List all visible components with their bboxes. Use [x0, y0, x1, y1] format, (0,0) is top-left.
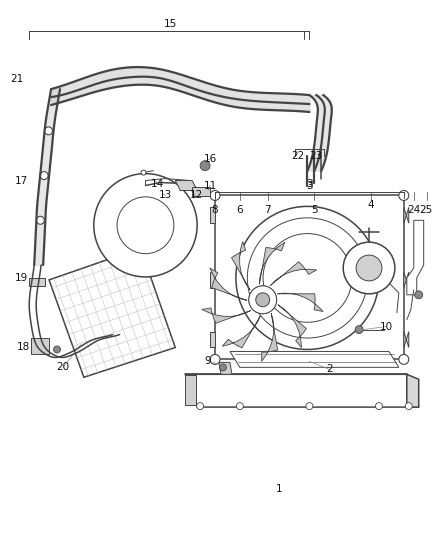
Text: 11: 11 — [203, 181, 217, 190]
Polygon shape — [210, 332, 215, 348]
Polygon shape — [404, 207, 409, 223]
Text: 4: 4 — [368, 200, 374, 211]
Circle shape — [210, 354, 220, 365]
Circle shape — [405, 402, 412, 409]
Polygon shape — [210, 272, 215, 288]
Text: 19: 19 — [14, 273, 28, 283]
Polygon shape — [407, 220, 424, 295]
Polygon shape — [185, 375, 196, 405]
Circle shape — [375, 402, 382, 409]
Polygon shape — [29, 278, 45, 286]
Circle shape — [200, 160, 210, 171]
Text: 17: 17 — [14, 175, 28, 185]
Circle shape — [399, 190, 409, 200]
Circle shape — [45, 127, 53, 135]
Circle shape — [94, 174, 197, 277]
Circle shape — [53, 346, 60, 353]
Polygon shape — [407, 374, 419, 407]
Text: 1: 1 — [276, 483, 283, 494]
Circle shape — [415, 291, 423, 299]
Circle shape — [117, 197, 174, 254]
Circle shape — [306, 402, 313, 409]
Text: 13: 13 — [159, 190, 172, 200]
Circle shape — [249, 286, 277, 314]
Text: 15: 15 — [164, 19, 177, 29]
Text: 12: 12 — [190, 190, 203, 200]
Circle shape — [36, 216, 44, 224]
Text: 2: 2 — [326, 365, 332, 374]
Polygon shape — [232, 241, 250, 290]
Polygon shape — [202, 308, 251, 323]
Text: 25: 25 — [419, 205, 432, 215]
Text: 20: 20 — [57, 362, 70, 373]
Circle shape — [355, 326, 363, 334]
Text: 22: 22 — [291, 151, 304, 161]
Text: 23: 23 — [309, 151, 322, 161]
Circle shape — [343, 242, 395, 294]
Text: 16: 16 — [203, 154, 217, 164]
Polygon shape — [192, 187, 210, 197]
Polygon shape — [223, 316, 261, 348]
Polygon shape — [49, 248, 175, 377]
Polygon shape — [31, 337, 49, 354]
Circle shape — [237, 402, 244, 409]
Polygon shape — [270, 262, 317, 286]
Circle shape — [197, 402, 204, 409]
Polygon shape — [404, 272, 409, 288]
Polygon shape — [277, 293, 323, 312]
Text: 21: 21 — [11, 74, 24, 84]
Text: 24: 24 — [407, 205, 420, 215]
Circle shape — [236, 206, 379, 350]
Text: 10: 10 — [379, 321, 392, 332]
Text: 9: 9 — [205, 357, 212, 366]
Text: 8: 8 — [212, 205, 218, 215]
Text: 3: 3 — [306, 181, 313, 190]
Polygon shape — [185, 374, 419, 407]
Text: 6: 6 — [237, 205, 243, 215]
Text: 5: 5 — [311, 205, 318, 215]
Polygon shape — [175, 181, 197, 190]
Circle shape — [256, 293, 270, 307]
Polygon shape — [210, 207, 215, 223]
Circle shape — [141, 170, 146, 175]
Polygon shape — [259, 243, 285, 284]
Polygon shape — [219, 362, 232, 374]
Polygon shape — [261, 313, 278, 361]
Circle shape — [219, 364, 226, 371]
Circle shape — [399, 354, 409, 365]
Text: 18: 18 — [17, 343, 30, 352]
Circle shape — [40, 172, 48, 180]
Circle shape — [256, 293, 270, 307]
Polygon shape — [210, 268, 247, 300]
Circle shape — [249, 286, 277, 314]
Circle shape — [263, 233, 352, 322]
Circle shape — [210, 190, 220, 200]
Circle shape — [356, 255, 382, 281]
Polygon shape — [215, 196, 404, 359]
Polygon shape — [230, 351, 399, 367]
Polygon shape — [278, 305, 307, 348]
Text: 7: 7 — [265, 205, 271, 215]
Text: 3: 3 — [306, 179, 313, 189]
Text: 14: 14 — [151, 179, 164, 189]
Polygon shape — [404, 332, 409, 348]
